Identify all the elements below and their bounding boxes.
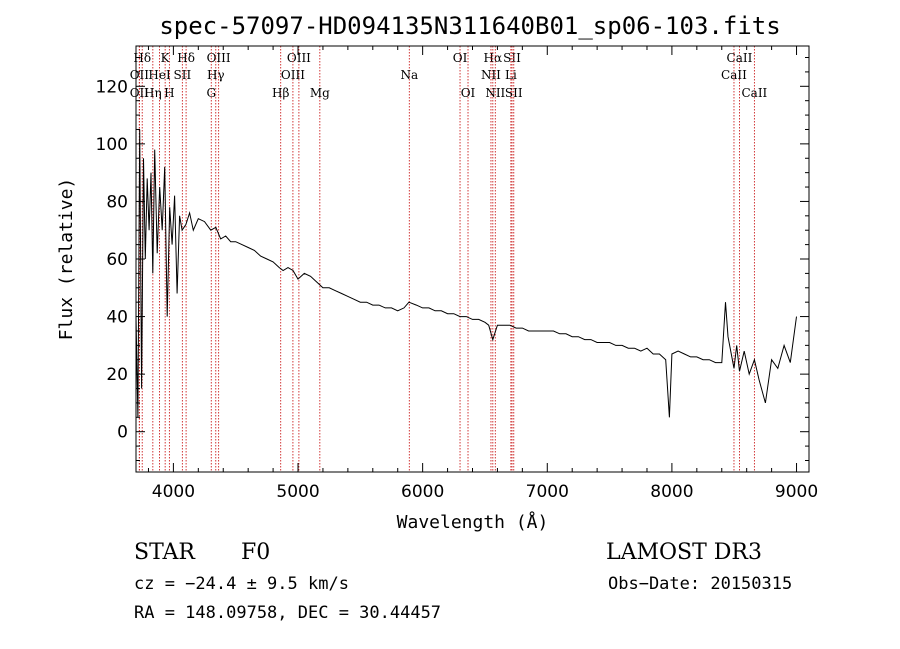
spectral-line-label: SII	[174, 68, 192, 82]
spectral-line-label: Hα	[484, 51, 503, 65]
spectral-line-label: SII	[505, 86, 523, 100]
spectral-line-label: CaII	[741, 86, 767, 100]
flux-series-line	[135, 129, 797, 418]
x-tick-label: 5000	[276, 482, 319, 502]
spectral-line-label: Hη	[144, 86, 162, 100]
spectral-line-label: OIII	[287, 51, 311, 65]
spectral-line-label: OII	[130, 86, 150, 100]
plot-frame	[135, 45, 810, 473]
object-class: STAR	[134, 540, 195, 565]
spectral-line-label: Hγ	[207, 68, 225, 82]
chart-title: spec-57097-HD094135N311640B01_sp06-103.f…	[159, 12, 780, 40]
obs-date-text: Obs−Date: 20150315	[608, 574, 793, 594]
y-tick-label: 0	[117, 423, 128, 443]
object-subclass: F0	[241, 540, 271, 565]
y-tick-label: 60	[106, 250, 128, 270]
y-tick-label: 100	[96, 135, 128, 155]
spectral-line-label: Li	[505, 68, 517, 82]
spectral-line-label: G	[206, 86, 216, 100]
y-tick-label: 80	[106, 192, 128, 212]
spectral-line-label: OIII	[207, 51, 231, 65]
x-tick-label: 6000	[401, 482, 444, 502]
y-tick-label: 20	[106, 365, 128, 385]
x-tick-label: 8000	[650, 482, 693, 502]
y-tick-label: 120	[96, 77, 128, 97]
spectral-line-label: OII	[130, 68, 150, 82]
spectral-line-label: CaII	[727, 51, 753, 65]
spectral-line-label: Mg	[310, 86, 330, 100]
x-tick-label: 4000	[152, 482, 195, 502]
spectral-line-label: HeI	[148, 68, 171, 82]
y-axis-label: Flux (relative)	[56, 178, 77, 341]
spectral-line-label: NII	[485, 86, 505, 100]
redshift-text: cz = −24.4 ± 9.5 km/s	[134, 574, 349, 594]
spectral-line-label: SII	[503, 51, 521, 65]
x-axis-label: Wavelength (Å)	[397, 511, 549, 533]
spectral-line-label: Hδ	[177, 51, 195, 65]
spectral-line-label: OI	[461, 86, 476, 100]
spectral-line-label: OIII	[281, 68, 305, 82]
spectral-line-label: K	[161, 51, 171, 65]
coordinates-text: RA = 148.09758, DEC = 30.44457	[134, 603, 442, 623]
spectral-line-label: CaII	[721, 68, 747, 82]
spectral-line-label: Hδ	[133, 51, 151, 65]
x-tick-label: 7000	[526, 482, 569, 502]
spectral-line-label: NII	[481, 68, 501, 82]
spectral-line-label: H	[164, 86, 174, 100]
spectral-line-label: OI	[453, 51, 468, 65]
spectral-line-label: Hβ	[272, 86, 289, 100]
survey-label: LAMOST DR3	[606, 540, 762, 565]
y-tick-label: 40	[106, 308, 128, 328]
spectral-line-label: Na	[400, 68, 418, 82]
x-tick-label: 9000	[775, 482, 818, 502]
